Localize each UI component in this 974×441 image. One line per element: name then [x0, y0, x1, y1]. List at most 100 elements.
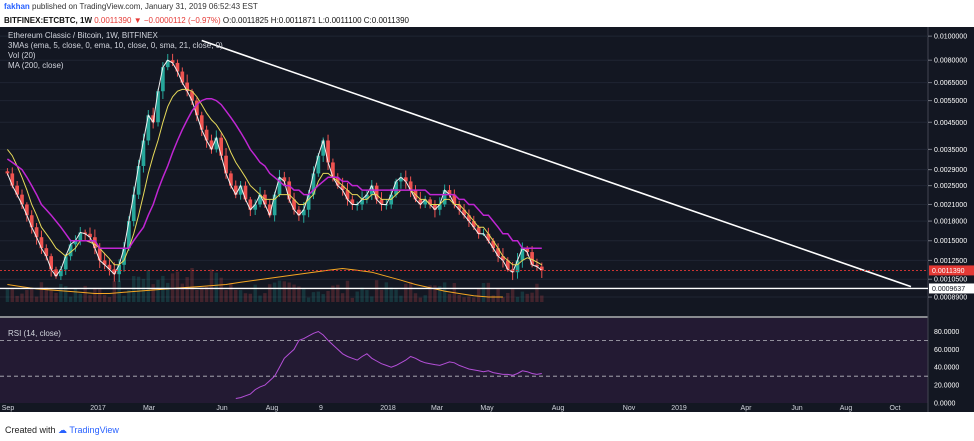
volume-bar	[263, 293, 267, 302]
tradingview-brand[interactable]: TradingView	[69, 425, 119, 435]
volume-bar	[170, 273, 175, 302]
volume-bar	[496, 289, 500, 302]
volume-bar	[224, 290, 228, 302]
time-tick-label: 2017	[90, 405, 106, 412]
volume-bar	[282, 281, 287, 302]
rsi-tick-label: 60.0000	[934, 347, 959, 354]
price-chart[interactable]: 0.0100000 0.0080000 0.0065000 0.0055000 0.00…	[0, 27, 974, 412]
legend-3mas[interactable]: 3MAs (ema, 5, close, 0, ema, 10, close, …	[8, 41, 223, 50]
volume-bar	[78, 293, 82, 302]
volume-bar	[68, 296, 73, 302]
volume-bar	[20, 293, 24, 302]
volume-bar	[510, 289, 515, 302]
candle-body	[185, 82, 190, 92]
volume-bar	[292, 284, 296, 302]
candle-body	[539, 266, 544, 271]
volume-bar	[404, 283, 408, 302]
candle-body	[447, 190, 452, 195]
candle-body	[131, 194, 136, 222]
sma21-line	[6, 97, 542, 249]
volume-bar	[433, 285, 437, 302]
candle-body	[277, 177, 282, 195]
time-tick-label: Aug	[266, 405, 279, 412]
candle-body	[73, 240, 78, 245]
volume-bar	[472, 297, 476, 302]
candle-body	[68, 244, 73, 257]
volume-bar	[93, 287, 97, 302]
time-tick-label: Nov	[623, 405, 636, 412]
volume-bar	[360, 287, 364, 302]
volume-bar	[64, 286, 68, 302]
rsi-tick-label: 40.0000	[934, 365, 959, 372]
volume-bar	[127, 290, 131, 302]
candle-body	[311, 173, 316, 195]
ema10-line	[7, 88, 543, 266]
publish-info: fakhan published on TradingView.com, Jan…	[0, 0, 974, 14]
price-tick-label: 0.0045000	[934, 120, 967, 127]
volume-bar	[83, 285, 87, 302]
volume-bar	[88, 295, 92, 302]
legend-ma200[interactable]: MA (200, close)	[8, 61, 64, 70]
candle-body	[224, 155, 228, 174]
volume-bar	[316, 291, 321, 302]
time-tick-label: Aug	[552, 405, 565, 412]
candle-body	[180, 71, 185, 83]
time-tick-label: 2019	[671, 405, 687, 412]
volume-bar	[462, 297, 466, 302]
volume-bar	[73, 289, 78, 302]
candle-body	[360, 199, 364, 205]
volume-bar	[102, 294, 107, 302]
volume-bar	[408, 281, 413, 302]
last-price: 0.0011390	[94, 16, 132, 25]
volume-bar	[428, 285, 432, 302]
volume-bar	[535, 283, 539, 302]
volume-bar	[447, 293, 452, 302]
ma200-line	[7, 267, 503, 298]
rsi-tick-label: 80.0000	[934, 329, 959, 336]
candle-body	[520, 248, 525, 261]
candle-body	[486, 233, 491, 241]
time-tick-label: Apr	[741, 405, 753, 412]
candle-body	[272, 194, 277, 216]
volume-bar	[180, 283, 185, 302]
legend-volume[interactable]: Vol (20)	[8, 51, 36, 60]
candle-body	[437, 204, 442, 210]
candle-body	[233, 185, 238, 195]
candle-body	[374, 185, 379, 200]
author-link[interactable]: fakhan	[4, 2, 30, 11]
candle-body	[379, 199, 384, 205]
price-label-box	[929, 265, 974, 276]
legend-rsi[interactable]: RSI (14, close)	[8, 329, 61, 338]
volume-bar	[166, 282, 170, 302]
rsi-pane-bg	[0, 318, 928, 403]
candle-body	[350, 199, 355, 205]
candle-body	[306, 194, 311, 210]
candle-body	[467, 215, 471, 222]
candle-body	[156, 91, 160, 123]
volume-bar	[438, 286, 442, 302]
volume-bar	[350, 297, 355, 302]
candle-body	[331, 162, 335, 178]
volume-bar	[248, 293, 253, 302]
time-tick-label: 2018	[380, 405, 396, 412]
price-label-text: 0.0009637	[932, 286, 965, 293]
price-label-text: 0.0011390	[932, 268, 965, 275]
candle-body	[195, 100, 199, 116]
candle-body	[418, 199, 423, 205]
volume-bar	[10, 287, 14, 302]
volume-bar	[234, 289, 238, 302]
volume-bar	[272, 282, 277, 302]
volume-bar	[258, 295, 262, 302]
candle-body	[238, 185, 243, 195]
time-tick-label: Sep	[2, 405, 15, 412]
candle-body	[442, 190, 447, 205]
candle-body	[243, 185, 248, 200]
volume-bar	[107, 297, 112, 302]
candle-body	[433, 204, 437, 210]
candle-body	[525, 248, 530, 253]
candle-body	[301, 209, 306, 216]
volume-bar	[331, 285, 335, 302]
candle-body	[496, 248, 500, 257]
symbol-label: BITFINEX:ETCBTC, 1W	[4, 16, 92, 25]
candle-body	[112, 269, 117, 275]
